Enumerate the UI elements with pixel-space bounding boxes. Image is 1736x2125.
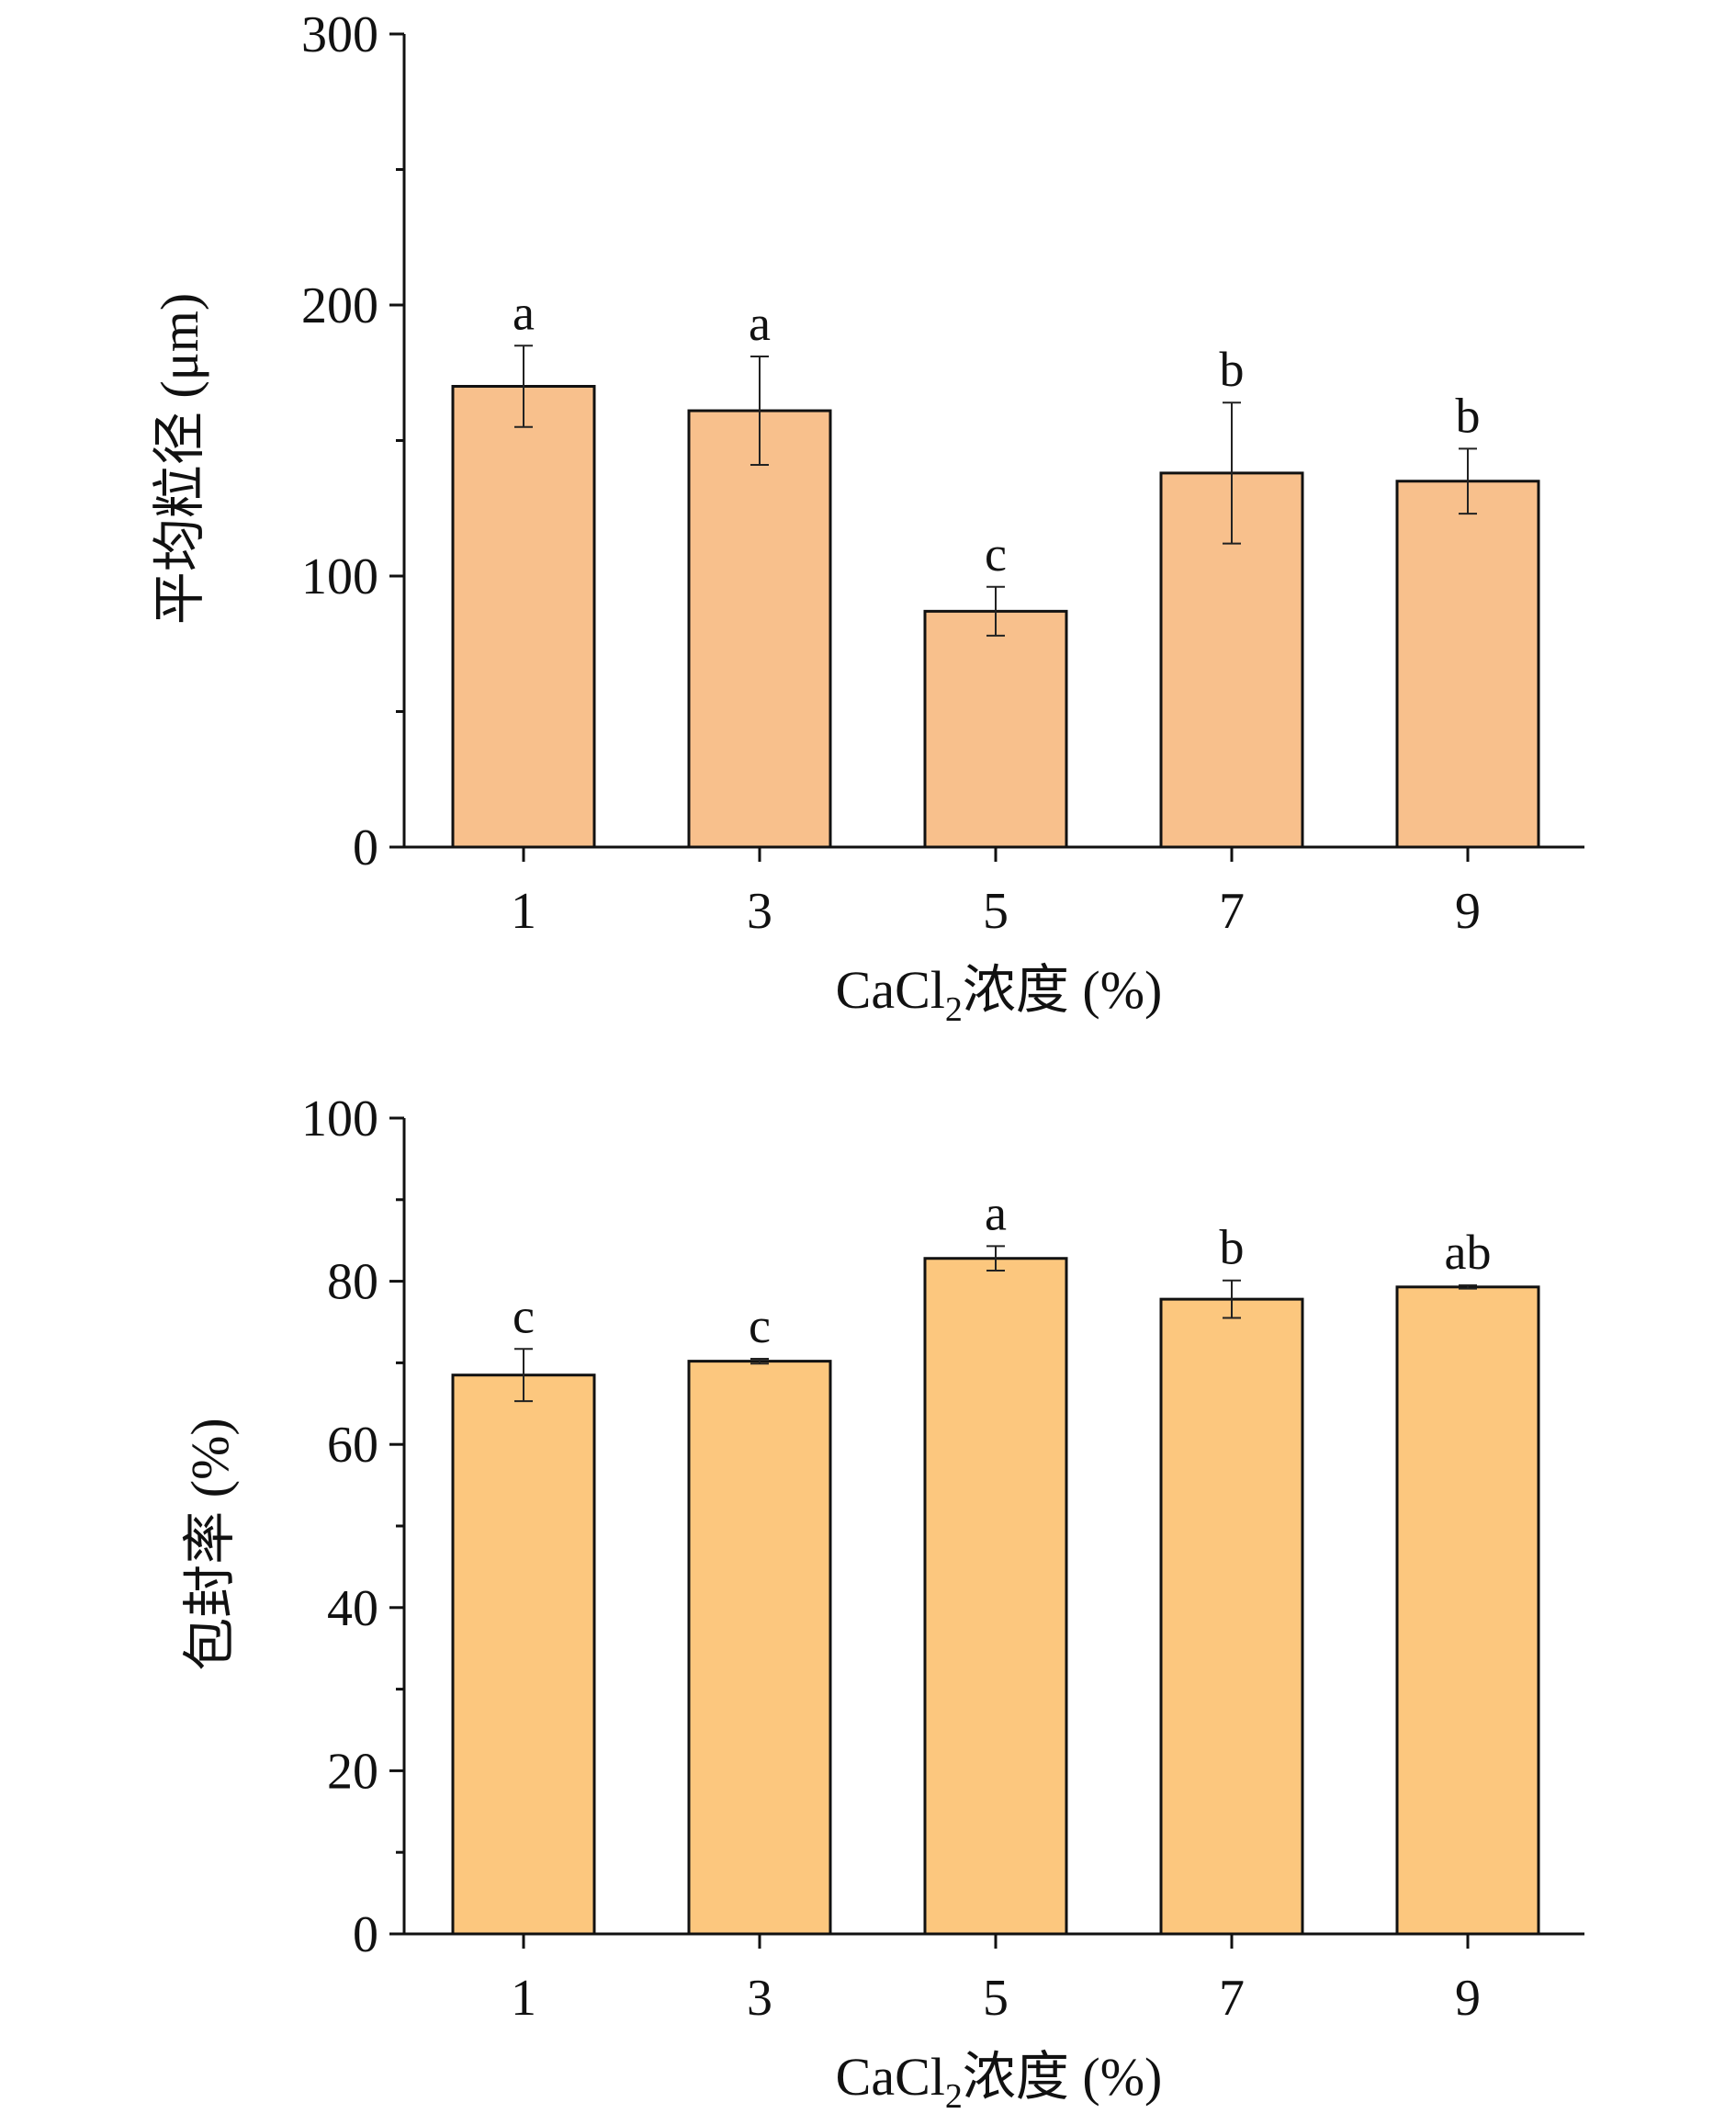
significance-label: b <box>1220 1220 1245 1275</box>
significance-label: b <box>1456 388 1481 443</box>
bar-3 <box>687 409 832 849</box>
x-tick-label: 9 <box>1455 1970 1481 2027</box>
x-tick-label: 5 <box>983 883 1009 940</box>
bar-7 <box>1159 1297 1304 1936</box>
bar-1 <box>451 385 596 849</box>
y-tick-label: 300 <box>301 6 378 63</box>
bar-1 <box>451 1373 596 1936</box>
significance-label: b <box>1220 342 1245 397</box>
y-tick-label: 200 <box>301 277 378 334</box>
x-axis-title-rest: 浓度 (%) <box>963 960 1162 1020</box>
x-axis-title-subscript: 2 <box>945 2077 963 2116</box>
x-axis-title: CaCl2浓度 (%) <box>836 2047 1163 2116</box>
bar-9 <box>1395 480 1540 849</box>
y-tick-label: 80 <box>327 1254 378 1311</box>
x-axis-title-subscript: 2 <box>945 990 963 1029</box>
x-tick-label: 3 <box>747 883 772 940</box>
significance-label: c <box>513 1288 535 1343</box>
bar-9 <box>1395 1285 1540 1936</box>
significance-label: c <box>749 1298 771 1353</box>
x-tick-label: 9 <box>1455 883 1481 940</box>
x-axis-title-main: CaCl <box>836 960 945 1020</box>
y-tick-label: 100 <box>301 1091 378 1147</box>
y-tick-label: 100 <box>301 548 378 605</box>
chart-encapsulation-rate: 0 20 40 60 80 100 c 1 c 3 a 5 b 7 ab 9 CaCl2浓度 (%) 包封率 (%… <box>180 1091 1584 2116</box>
x-axis-title-rest: 浓度 (%) <box>963 2047 1162 2107</box>
y-tick-label: 0 <box>353 1906 378 1963</box>
x-tick-label: 7 <box>1219 883 1245 940</box>
y-axis-title: 包封率 (%) <box>180 1418 240 1670</box>
chart-particle-size: 0 100 200 300 a 1 a 3 c 5 b 7 b 9 CaCl2浓度 (%) 平均粒径 (μm) <box>150 6 1584 1029</box>
x-tick-label: 7 <box>1219 1970 1245 2027</box>
bar-5 <box>923 609 1068 849</box>
x-tick-label: 5 <box>983 1970 1009 2027</box>
significance-label: ab <box>1445 1225 1492 1280</box>
x-tick-label: 3 <box>747 1970 772 2027</box>
significance-label: a <box>985 1185 1007 1240</box>
y-tick-label: 20 <box>327 1743 378 1800</box>
y-tick-label: 40 <box>327 1580 378 1637</box>
significance-label: a <box>513 285 535 340</box>
y-tick-label: 60 <box>327 1417 378 1474</box>
x-tick-label: 1 <box>511 1970 536 2027</box>
bar-3 <box>687 1360 832 1936</box>
bar-5 <box>923 1257 1068 1936</box>
significance-label: a <box>749 296 771 351</box>
y-tick-label: 0 <box>353 819 378 876</box>
x-tick-label: 1 <box>511 883 536 940</box>
significance-label: c <box>985 526 1007 582</box>
y-axis-title: 平均粒径 (μm) <box>150 293 209 625</box>
x-axis-title: CaCl2浓度 (%) <box>836 960 1163 1029</box>
x-axis-title-main: CaCl <box>836 2047 945 2107</box>
bar-7 <box>1159 471 1304 849</box>
